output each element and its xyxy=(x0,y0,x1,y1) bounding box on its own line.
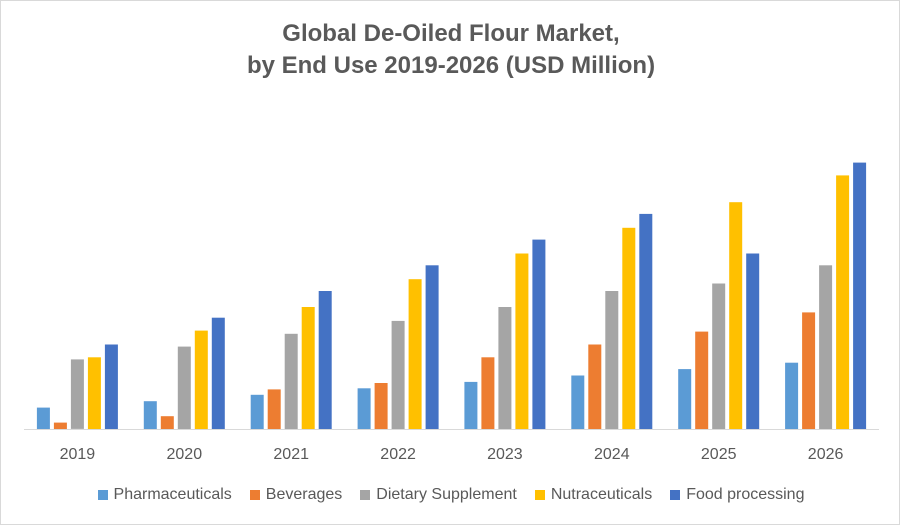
bar-beverages-2023 xyxy=(481,357,495,429)
x-tick-label: 2019 xyxy=(60,446,96,463)
legend-item: Nutraceuticals xyxy=(534,486,653,504)
bar-dietary-supplement-2024 xyxy=(605,291,619,429)
x-tick-label: 2023 xyxy=(487,446,523,463)
legend-label: Food processing xyxy=(686,486,805,503)
x-tick-label: 2026 xyxy=(808,446,844,463)
chart-title-line-1: Global De-Oiled Flour Market, xyxy=(282,20,620,47)
legend-label: Pharmaceuticals xyxy=(113,486,232,503)
chart-title-line-2: by End Use 2019-2026 (USD Million) xyxy=(246,52,656,79)
bar-pharmaceuticals-2022 xyxy=(357,388,371,429)
bar-dietary-supplement-2021 xyxy=(284,333,298,429)
bar-pharmaceuticals-2026 xyxy=(785,362,799,429)
bar-nutraceuticals-2022 xyxy=(408,279,422,429)
bar-nutraceuticals-2019 xyxy=(87,357,101,429)
bar-dietary-supplement-2025 xyxy=(712,283,726,429)
bar-dietary-supplement-2019 xyxy=(70,359,84,429)
legend-item: Beverages xyxy=(249,486,343,504)
x-tick-label: 2020 xyxy=(167,446,203,463)
bar-food-processing-2023 xyxy=(532,239,546,429)
bar-food-processing-2020 xyxy=(211,317,225,429)
legend-item: Food processing xyxy=(670,486,804,504)
bar-pharmaceuticals-2023 xyxy=(464,381,478,429)
bar-nutraceuticals-2024 xyxy=(622,227,636,429)
bar-beverages-2025 xyxy=(695,331,709,429)
bar-beverages-2021 xyxy=(267,389,281,429)
bar-pharmaceuticals-2025 xyxy=(678,369,692,429)
bar-nutraceuticals-2021 xyxy=(301,307,315,429)
legend-label: Beverages xyxy=(265,486,343,503)
bar-nutraceuticals-2020 xyxy=(194,330,208,429)
bar-beverages-2024 xyxy=(588,344,602,429)
bar-food-processing-2021 xyxy=(318,291,332,429)
legend-swatch xyxy=(249,490,260,500)
bar-beverages-2020 xyxy=(160,416,174,429)
bar-nutraceuticals-2025 xyxy=(729,202,743,429)
bar-nutraceuticals-2026 xyxy=(836,175,850,429)
bar-beverages-2022 xyxy=(374,383,388,429)
bar-dietary-supplement-2020 xyxy=(177,346,191,429)
bar-pharmaceuticals-2020 xyxy=(143,401,157,429)
bar-pharmaceuticals-2019 xyxy=(36,407,50,429)
legend-item: Dietary Supplement xyxy=(360,486,517,504)
bar-pharmaceuticals-2024 xyxy=(571,375,585,429)
bar-food-processing-2025 xyxy=(746,253,760,429)
legend-swatch xyxy=(670,490,681,500)
x-tick-label: 2022 xyxy=(380,446,416,463)
bar-food-processing-2019 xyxy=(104,344,118,429)
bar-food-processing-2022 xyxy=(425,265,439,429)
x-tick-label: 2024 xyxy=(594,446,630,463)
x-tick-label: 2021 xyxy=(273,446,309,463)
chart-legend: Pharmaceuticals Beverages Dietary Suppleme… xyxy=(0,484,902,506)
bar-dietary-supplement-2022 xyxy=(391,320,405,429)
legend-swatch xyxy=(360,490,371,500)
chart-title: Global De-Oiled Flour Market, by End Use… xyxy=(0,18,902,82)
bar-food-processing-2026 xyxy=(853,162,867,429)
x-tick-label: 2025 xyxy=(701,446,737,463)
legend-swatch xyxy=(534,490,545,500)
bar-food-processing-2024 xyxy=(639,213,653,429)
legend-swatch xyxy=(97,490,108,500)
bar-dietary-supplement-2023 xyxy=(498,307,512,429)
legend-item: Pharmaceuticals xyxy=(97,486,232,504)
bar-beverages-2019 xyxy=(53,422,67,429)
bar-nutraceuticals-2023 xyxy=(515,253,529,429)
bar-pharmaceuticals-2021 xyxy=(250,394,264,429)
legend-label: Dietary Supplement xyxy=(376,486,517,503)
legend-label: Nutraceuticals xyxy=(550,486,653,503)
bar-beverages-2026 xyxy=(802,312,816,429)
bar-dietary-supplement-2026 xyxy=(819,265,833,429)
